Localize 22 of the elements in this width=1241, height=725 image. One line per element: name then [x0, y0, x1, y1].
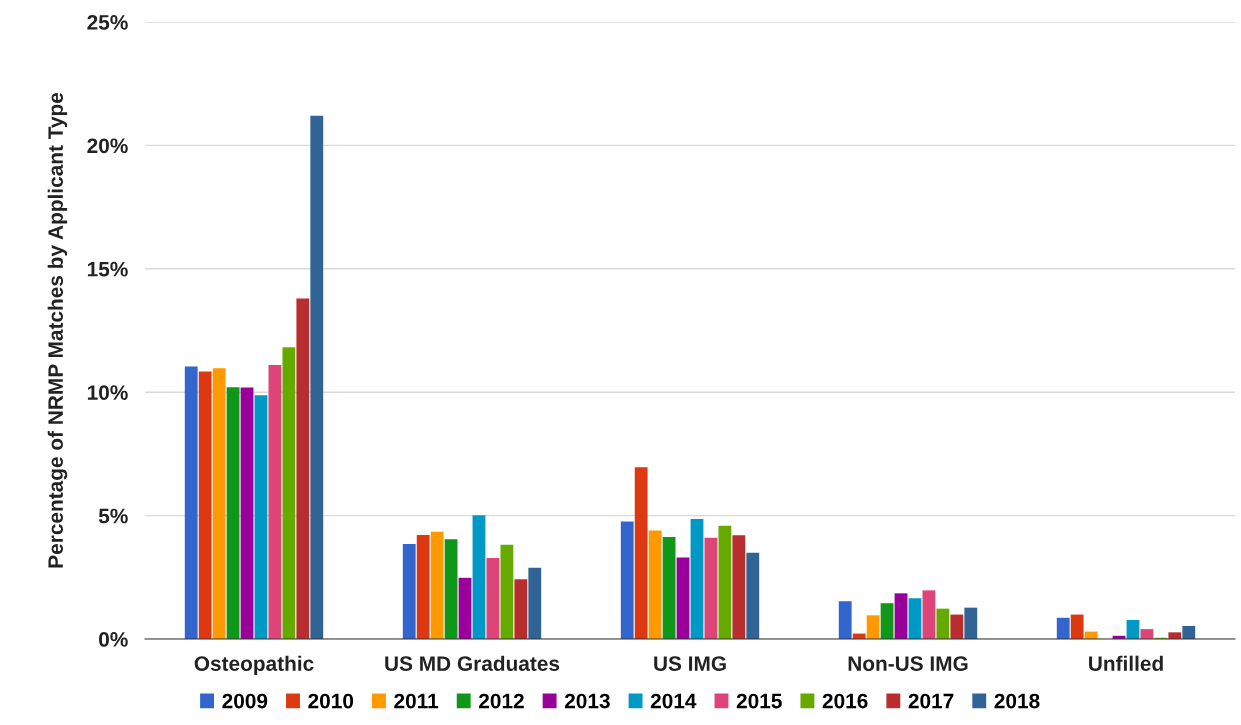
legend-label: 2017: [908, 693, 954, 709]
y-tick-label: 5%: [98, 508, 128, 524]
legend-label: 2010: [308, 693, 354, 709]
x-tick-label: Unfilled: [1089, 655, 1163, 671]
legend-label: 2011: [394, 693, 439, 709]
legend-label: 2014: [650, 693, 697, 709]
x-tick-label: Non-US IMG: [848, 656, 968, 671]
y-tick-label: 0%: [99, 632, 128, 647]
legend-label: 2012: [479, 693, 524, 709]
y-tick-label: 20%: [87, 138, 128, 154]
x-tick-label: Osteopathic: [194, 655, 314, 676]
x-tick-label: US MD Graduates: [385, 655, 560, 671]
legend-label: 2018: [994, 693, 1040, 709]
legend-label: 2016: [822, 693, 868, 709]
legend-label: 2013: [564, 693, 610, 709]
x-tick-label: US IMG: [654, 656, 726, 671]
legend-label: 2009: [222, 693, 268, 709]
legend-label: 2015: [736, 693, 782, 709]
y-tick-label: 15%: [87, 261, 128, 277]
y-tick-label: 10%: [87, 385, 128, 400]
y-tick-label: 25%: [87, 15, 128, 30]
y-axis-title: Percentage of NRMP Matches by Applicant Type: [47, 92, 68, 568]
